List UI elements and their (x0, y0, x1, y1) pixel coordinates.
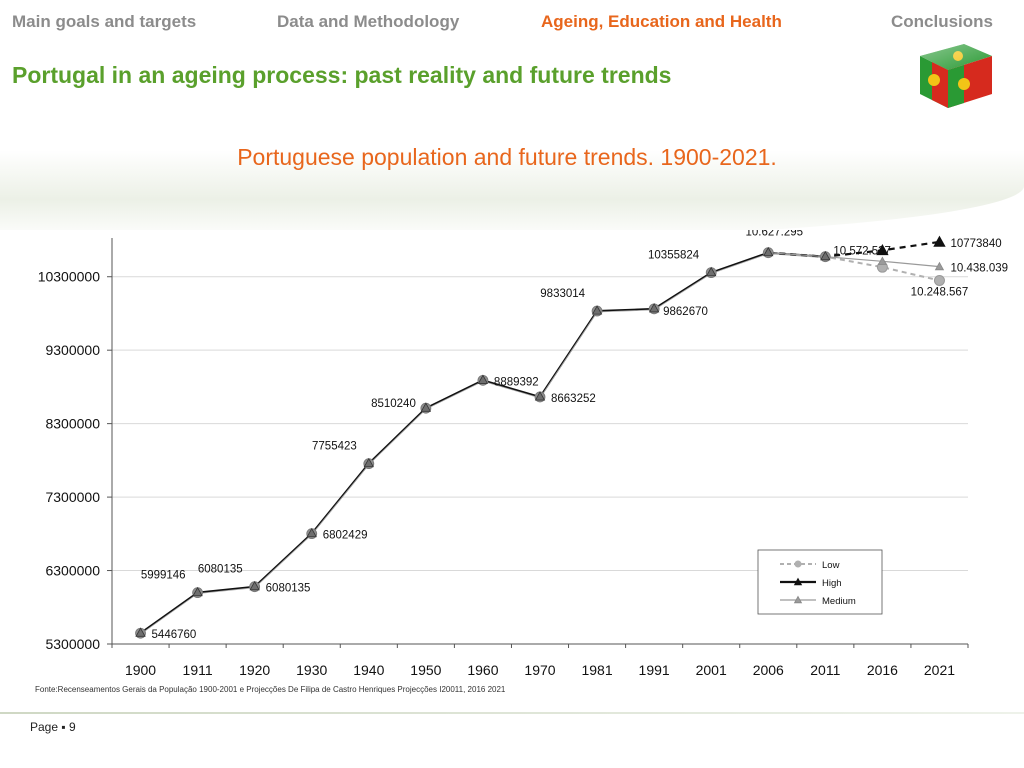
chart-title: Portuguese population and future trends.… (237, 144, 777, 170)
data-point-triangle (363, 457, 374, 468)
chart-legend (757, 549, 883, 615)
data-label: 10.248.567 (911, 287, 969, 299)
chart-area: 5300000 6300000 7300000 8300000 9300000 10300… (0, 227, 1024, 706)
page-indicator: Page ▪ 9 (30, 720, 76, 734)
data-point-triangle (192, 586, 203, 597)
y-tick-label: 6300000 (45, 563, 100, 579)
point-medium (934, 261, 945, 271)
historical-line (139, 251, 826, 635)
x-tick-label: 1991 (639, 662, 670, 678)
y-tick-label: 5300000 (45, 636, 100, 652)
data-label: 10773840 (950, 238, 1001, 250)
x-tick-label: 1970 (524, 662, 555, 678)
data-point-triangle (306, 527, 317, 538)
x-tick-label: 2001 (696, 662, 727, 678)
x-tick-label: 1960 (467, 662, 498, 678)
historical-line-shadow (140, 253, 826, 635)
data-label: 7755423 (312, 441, 357, 453)
data-label: 9862670 (663, 306, 708, 318)
x-tick-label: 1920 (239, 662, 270, 678)
data-point-triangle (763, 246, 774, 257)
data-label: 10.627.295 (745, 230, 803, 239)
x-tick-label: 1911 (183, 662, 213, 678)
data-point-triangle (820, 250, 831, 261)
series-line-medium (768, 252, 940, 268)
x-tick-label: 2021 (924, 662, 955, 678)
nav-item-data-methodology[interactable]: Data and Methodology (277, 12, 460, 31)
data-label: 10.438.039 (950, 263, 1008, 275)
data-point-triangle (591, 305, 603, 315)
page-label: Page (30, 720, 59, 734)
data-point-triangle (135, 627, 146, 637)
population-line-chart: 5300000 6300000 7300000 8300000 9300000 10300… (35, 227, 1008, 694)
legend-label-high: High (822, 578, 842, 589)
data-point-triangle (706, 266, 717, 277)
data-label: 10355824 (648, 250, 700, 262)
source-note: Fonte:Recenseamentos Gerais da População… (35, 685, 506, 694)
y-tick-label: 7300000 (45, 489, 100, 505)
legend-marker-low (794, 560, 802, 568)
point-low (933, 275, 945, 287)
data-label: 5446760 (152, 629, 197, 641)
x-tick-label: 1930 (296, 662, 327, 678)
nav-item-main-goals[interactable]: Main goals and targets (12, 12, 197, 31)
portugal-flag-cube-icon (920, 44, 992, 108)
y-tick-label: 10300000 (38, 269, 101, 285)
nav-item-conclusions[interactable]: Conclusions (891, 12, 994, 31)
data-point-triangle (249, 580, 260, 591)
page-number: 9 (68, 720, 76, 734)
legend-label-medium: Medium (822, 596, 856, 607)
data-label: 8889392 (494, 376, 539, 388)
data-label: 6802429 (323, 530, 368, 542)
data-point-triangle (534, 391, 546, 401)
point-high (933, 235, 946, 247)
data-label: 8510240 (371, 398, 416, 410)
data-label: 10.572.537 (833, 246, 891, 258)
y-tick-label: 8300000 (45, 416, 100, 432)
data-label: 6080135 (266, 583, 311, 595)
data-point-triangle (477, 374, 489, 384)
data-label: 5999146 (141, 570, 186, 582)
x-tick-label: 2006 (753, 662, 784, 678)
data-point-triangle (420, 402, 432, 412)
legend-marker-high (793, 577, 803, 586)
page-title: Portugal in an ageing process: past real… (12, 62, 672, 88)
top-navigation: Main goals and targets Data and Methodol… (0, 12, 1024, 36)
y-tick-label: 9300000 (45, 342, 100, 358)
legend-label-low: Low (822, 560, 840, 571)
series-line-high (768, 240, 940, 258)
x-tick-label: 1940 (353, 662, 384, 678)
data-point-triangle (648, 303, 660, 313)
point-high (876, 243, 889, 256)
data-label: 8663252 (551, 393, 596, 405)
footer-divider (0, 712, 1024, 714)
x-tick-label: 1900 (125, 662, 156, 678)
legend-marker-medium (793, 595, 803, 604)
data-label: 9833014 (540, 288, 585, 300)
x-tick-label: 1981 (581, 662, 612, 678)
x-tick-label: 2016 (867, 662, 898, 678)
nav-item-ageing-education-health[interactable]: Ageing, Education and Health (541, 12, 782, 31)
point-medium (877, 256, 888, 265)
data-label: 6080135 (198, 564, 243, 576)
x-tick-label: 1950 (410, 662, 441, 678)
x-tick-label: 2011 (810, 662, 840, 678)
